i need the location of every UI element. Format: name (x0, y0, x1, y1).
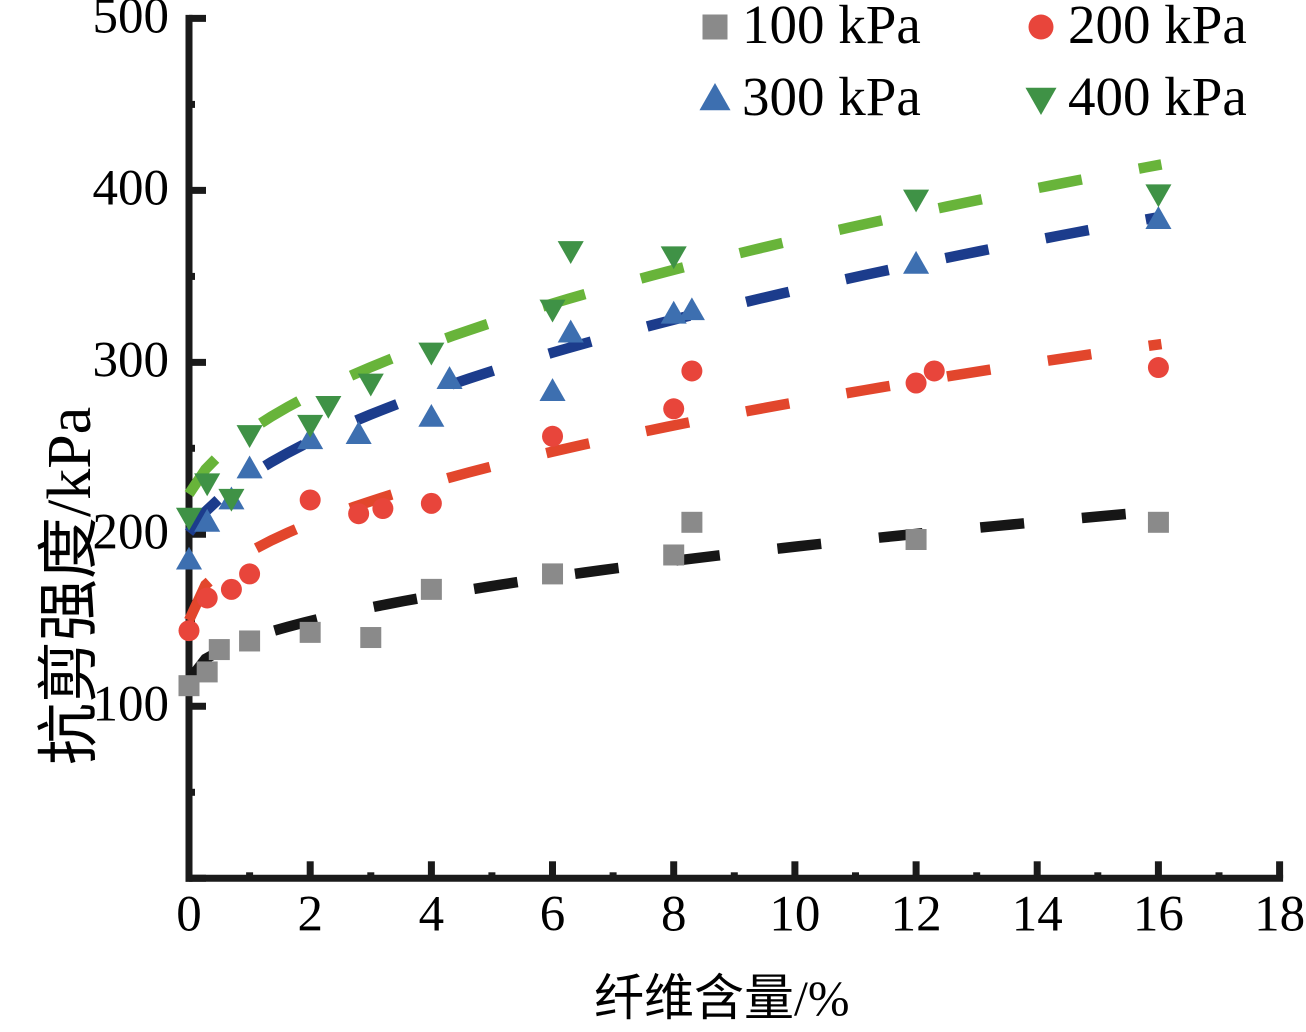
svg-text:100 kPa: 100 kPa (742, 0, 921, 55)
svg-text:500: 500 (93, 0, 170, 44)
svg-text:6: 6 (540, 886, 566, 942)
svg-text:0: 0 (176, 886, 202, 942)
svg-text:400 kPa: 400 kPa (1068, 66, 1247, 127)
svg-text:200 kPa: 200 kPa (1068, 0, 1247, 55)
svg-text:300 kPa: 300 kPa (742, 66, 921, 127)
svg-text:8: 8 (661, 886, 687, 942)
svg-text:18: 18 (1254, 886, 1305, 942)
svg-text:400: 400 (93, 160, 170, 216)
svg-text:4: 4 (419, 886, 445, 942)
svg-text:300: 300 (93, 332, 170, 388)
svg-text:16: 16 (1133, 886, 1184, 942)
svg-text:14: 14 (1012, 886, 1063, 942)
svg-text:10: 10 (769, 886, 820, 942)
svg-text:2: 2 (297, 886, 323, 942)
svg-text:12: 12 (891, 886, 942, 942)
